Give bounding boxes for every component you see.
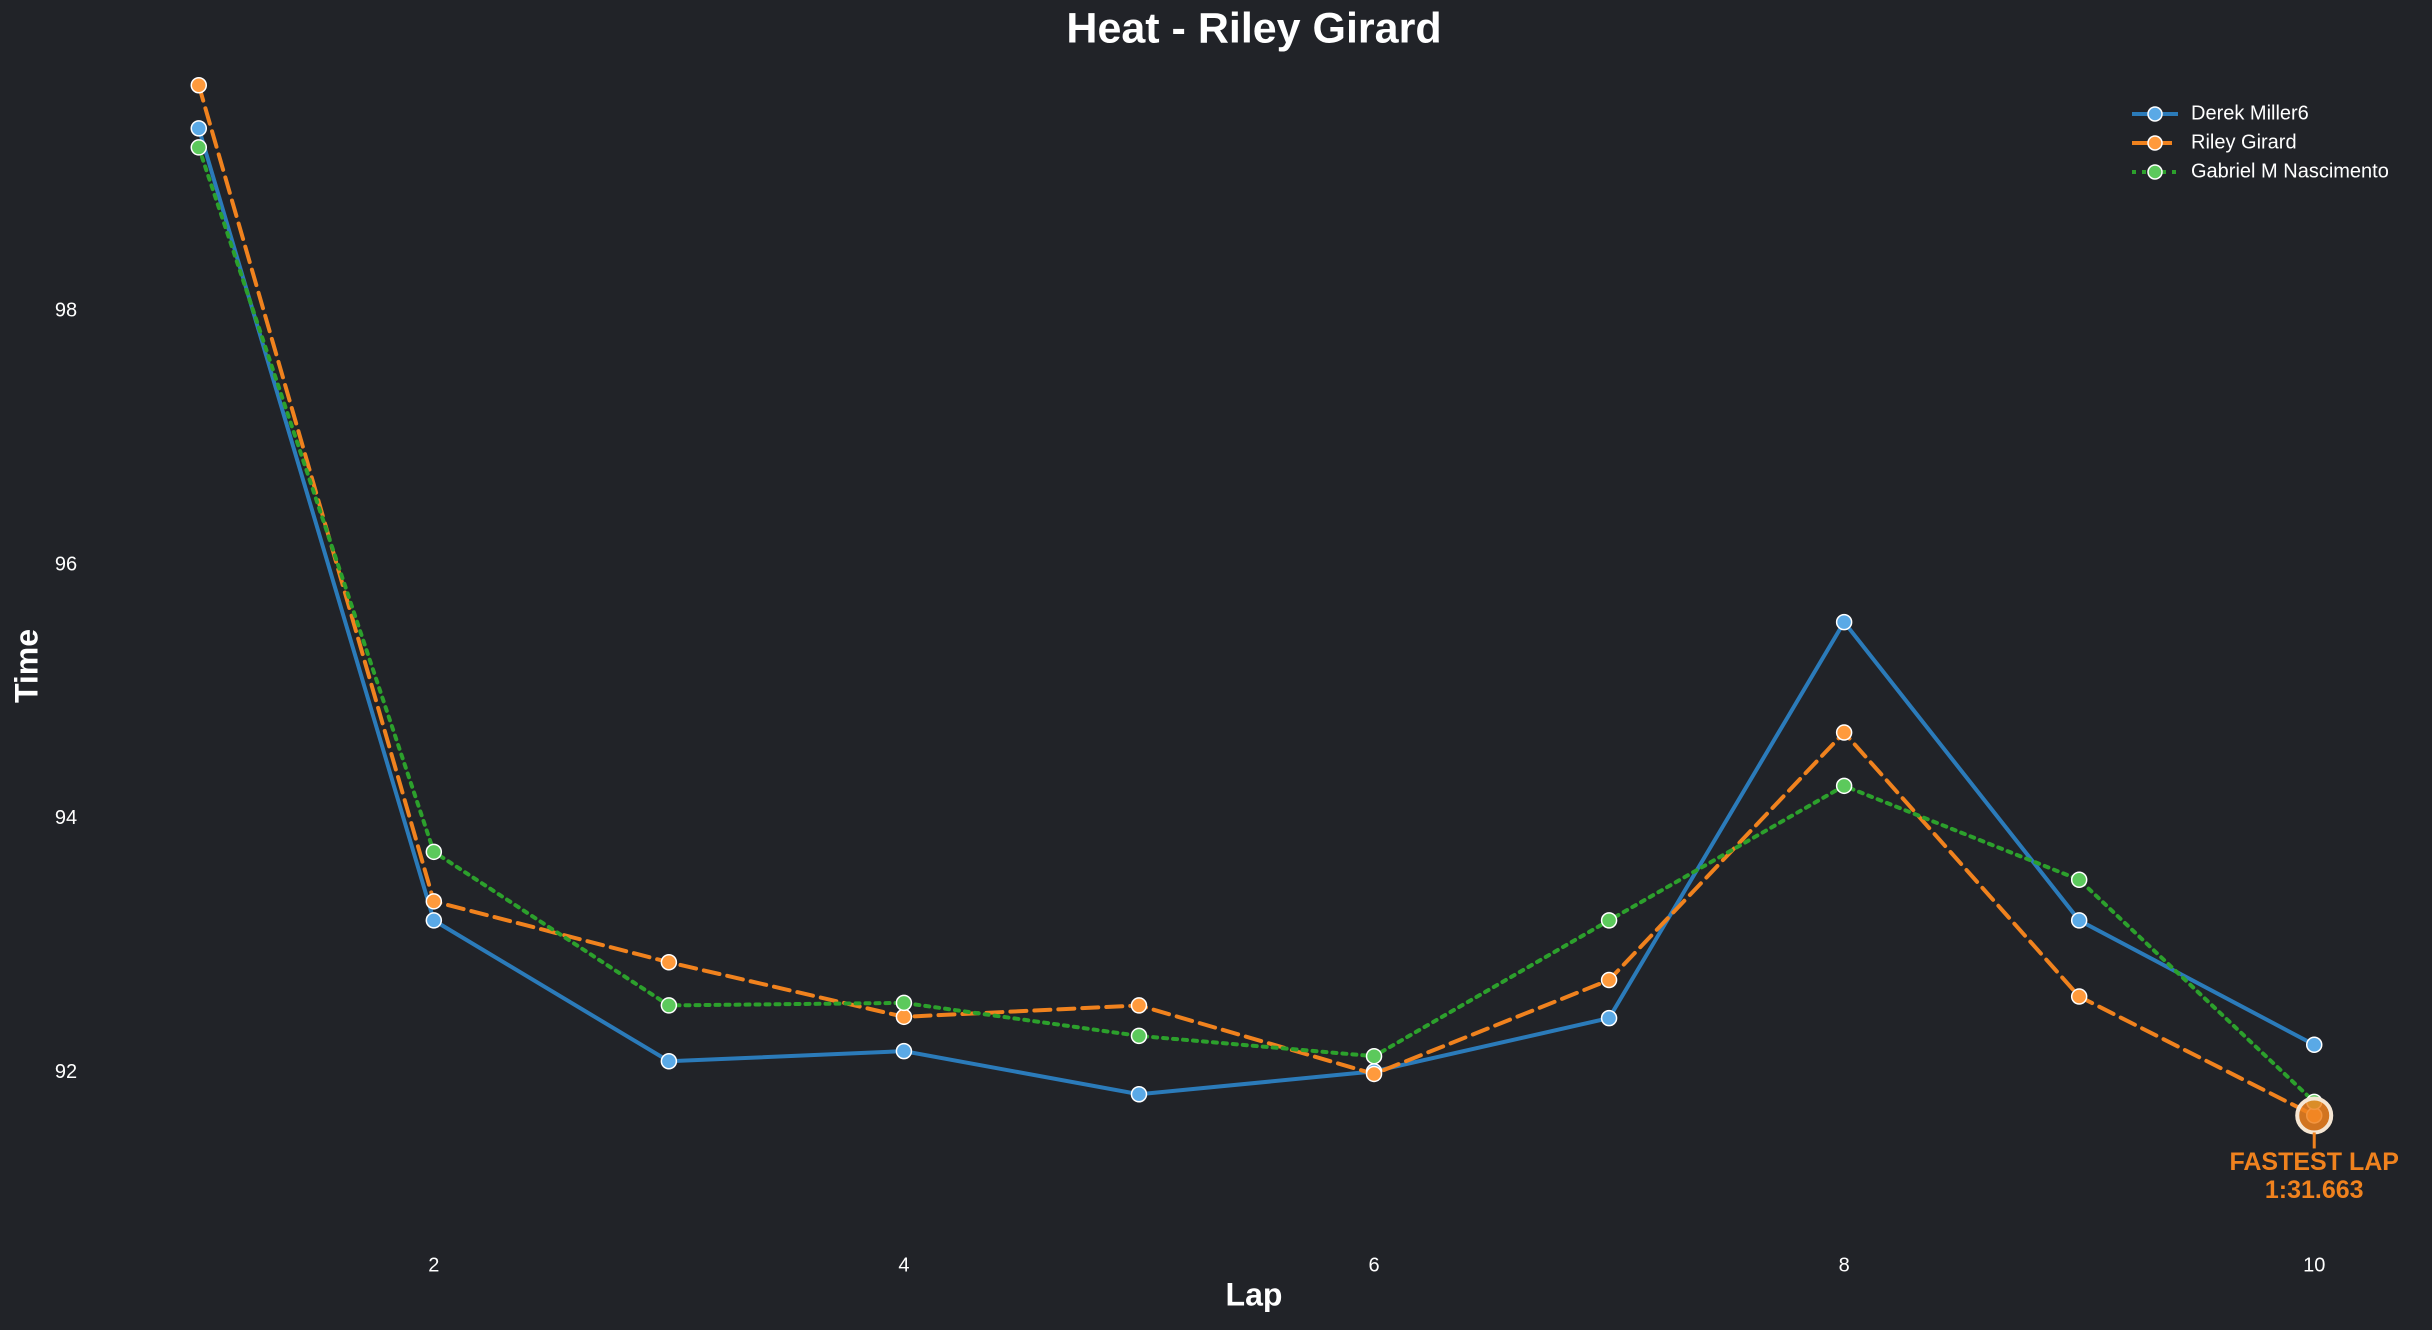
data-point bbox=[1130, 1086, 1148, 1103]
data-point bbox=[190, 120, 208, 137]
data-point bbox=[1600, 1009, 1618, 1027]
y-tick-label: 94 bbox=[55, 807, 77, 829]
data-point bbox=[895, 994, 913, 1012]
data-point bbox=[660, 997, 678, 1014]
data-point bbox=[1130, 1027, 1148, 1045]
data-point bbox=[2070, 988, 2088, 1005]
x-tick-label: 6 bbox=[1368, 1254, 1379, 1276]
y-tick-label: 92 bbox=[55, 1061, 77, 1083]
annotation-text: 1:31.663 bbox=[2265, 1176, 2364, 1204]
y-tick-label: 96 bbox=[55, 553, 77, 575]
data-point bbox=[660, 1053, 678, 1070]
data-point bbox=[1835, 777, 1853, 795]
data-point bbox=[895, 1008, 913, 1026]
data-point bbox=[1130, 997, 1148, 1014]
x-tick-label: 8 bbox=[1839, 1254, 1850, 1276]
chart-title: Heat - Riley Girard bbox=[1066, 4, 1441, 52]
y-tick-label: 98 bbox=[55, 299, 77, 321]
data-point bbox=[425, 893, 443, 910]
data-point bbox=[1365, 1065, 1383, 1083]
legend-label: Derek Miller6 bbox=[2191, 102, 2309, 124]
x-tick-label: 2 bbox=[428, 1254, 439, 1276]
legend-marker bbox=[2147, 164, 2163, 180]
legend-label: Riley Girard bbox=[2191, 131, 2297, 153]
data-point bbox=[1600, 912, 1618, 929]
data-point bbox=[190, 76, 208, 94]
series-line bbox=[196, 126, 2317, 1097]
data-point bbox=[660, 954, 678, 971]
data-point bbox=[1835, 724, 1853, 741]
data-point bbox=[425, 843, 443, 861]
y-axis-label: Time bbox=[8, 629, 44, 703]
data-point bbox=[1600, 971, 1618, 989]
legend-label: Gabriel M Nascimento bbox=[2191, 160, 2389, 182]
annotation-text: FASTEST LAP bbox=[2229, 1148, 2398, 1176]
data-point bbox=[2070, 912, 2088, 929]
data-point bbox=[1835, 613, 1853, 631]
data-point bbox=[2070, 871, 2088, 889]
fastest-lap-highlight bbox=[2295, 1096, 2334, 1135]
series-line bbox=[196, 83, 2317, 1118]
data-point bbox=[2305, 1036, 2323, 1054]
data-point bbox=[190, 139, 208, 156]
data-point bbox=[895, 1042, 913, 1060]
x-tick-label: 10 bbox=[2303, 1254, 2325, 1276]
legend-marker bbox=[2147, 106, 2163, 122]
x-tick-label: 4 bbox=[898, 1254, 909, 1276]
x-axis-label: Lap bbox=[1226, 1276, 1283, 1312]
data-point bbox=[1365, 1047, 1383, 1065]
series-line bbox=[196, 145, 2317, 1104]
data-point bbox=[425, 912, 443, 929]
legend-marker bbox=[2147, 135, 2163, 151]
